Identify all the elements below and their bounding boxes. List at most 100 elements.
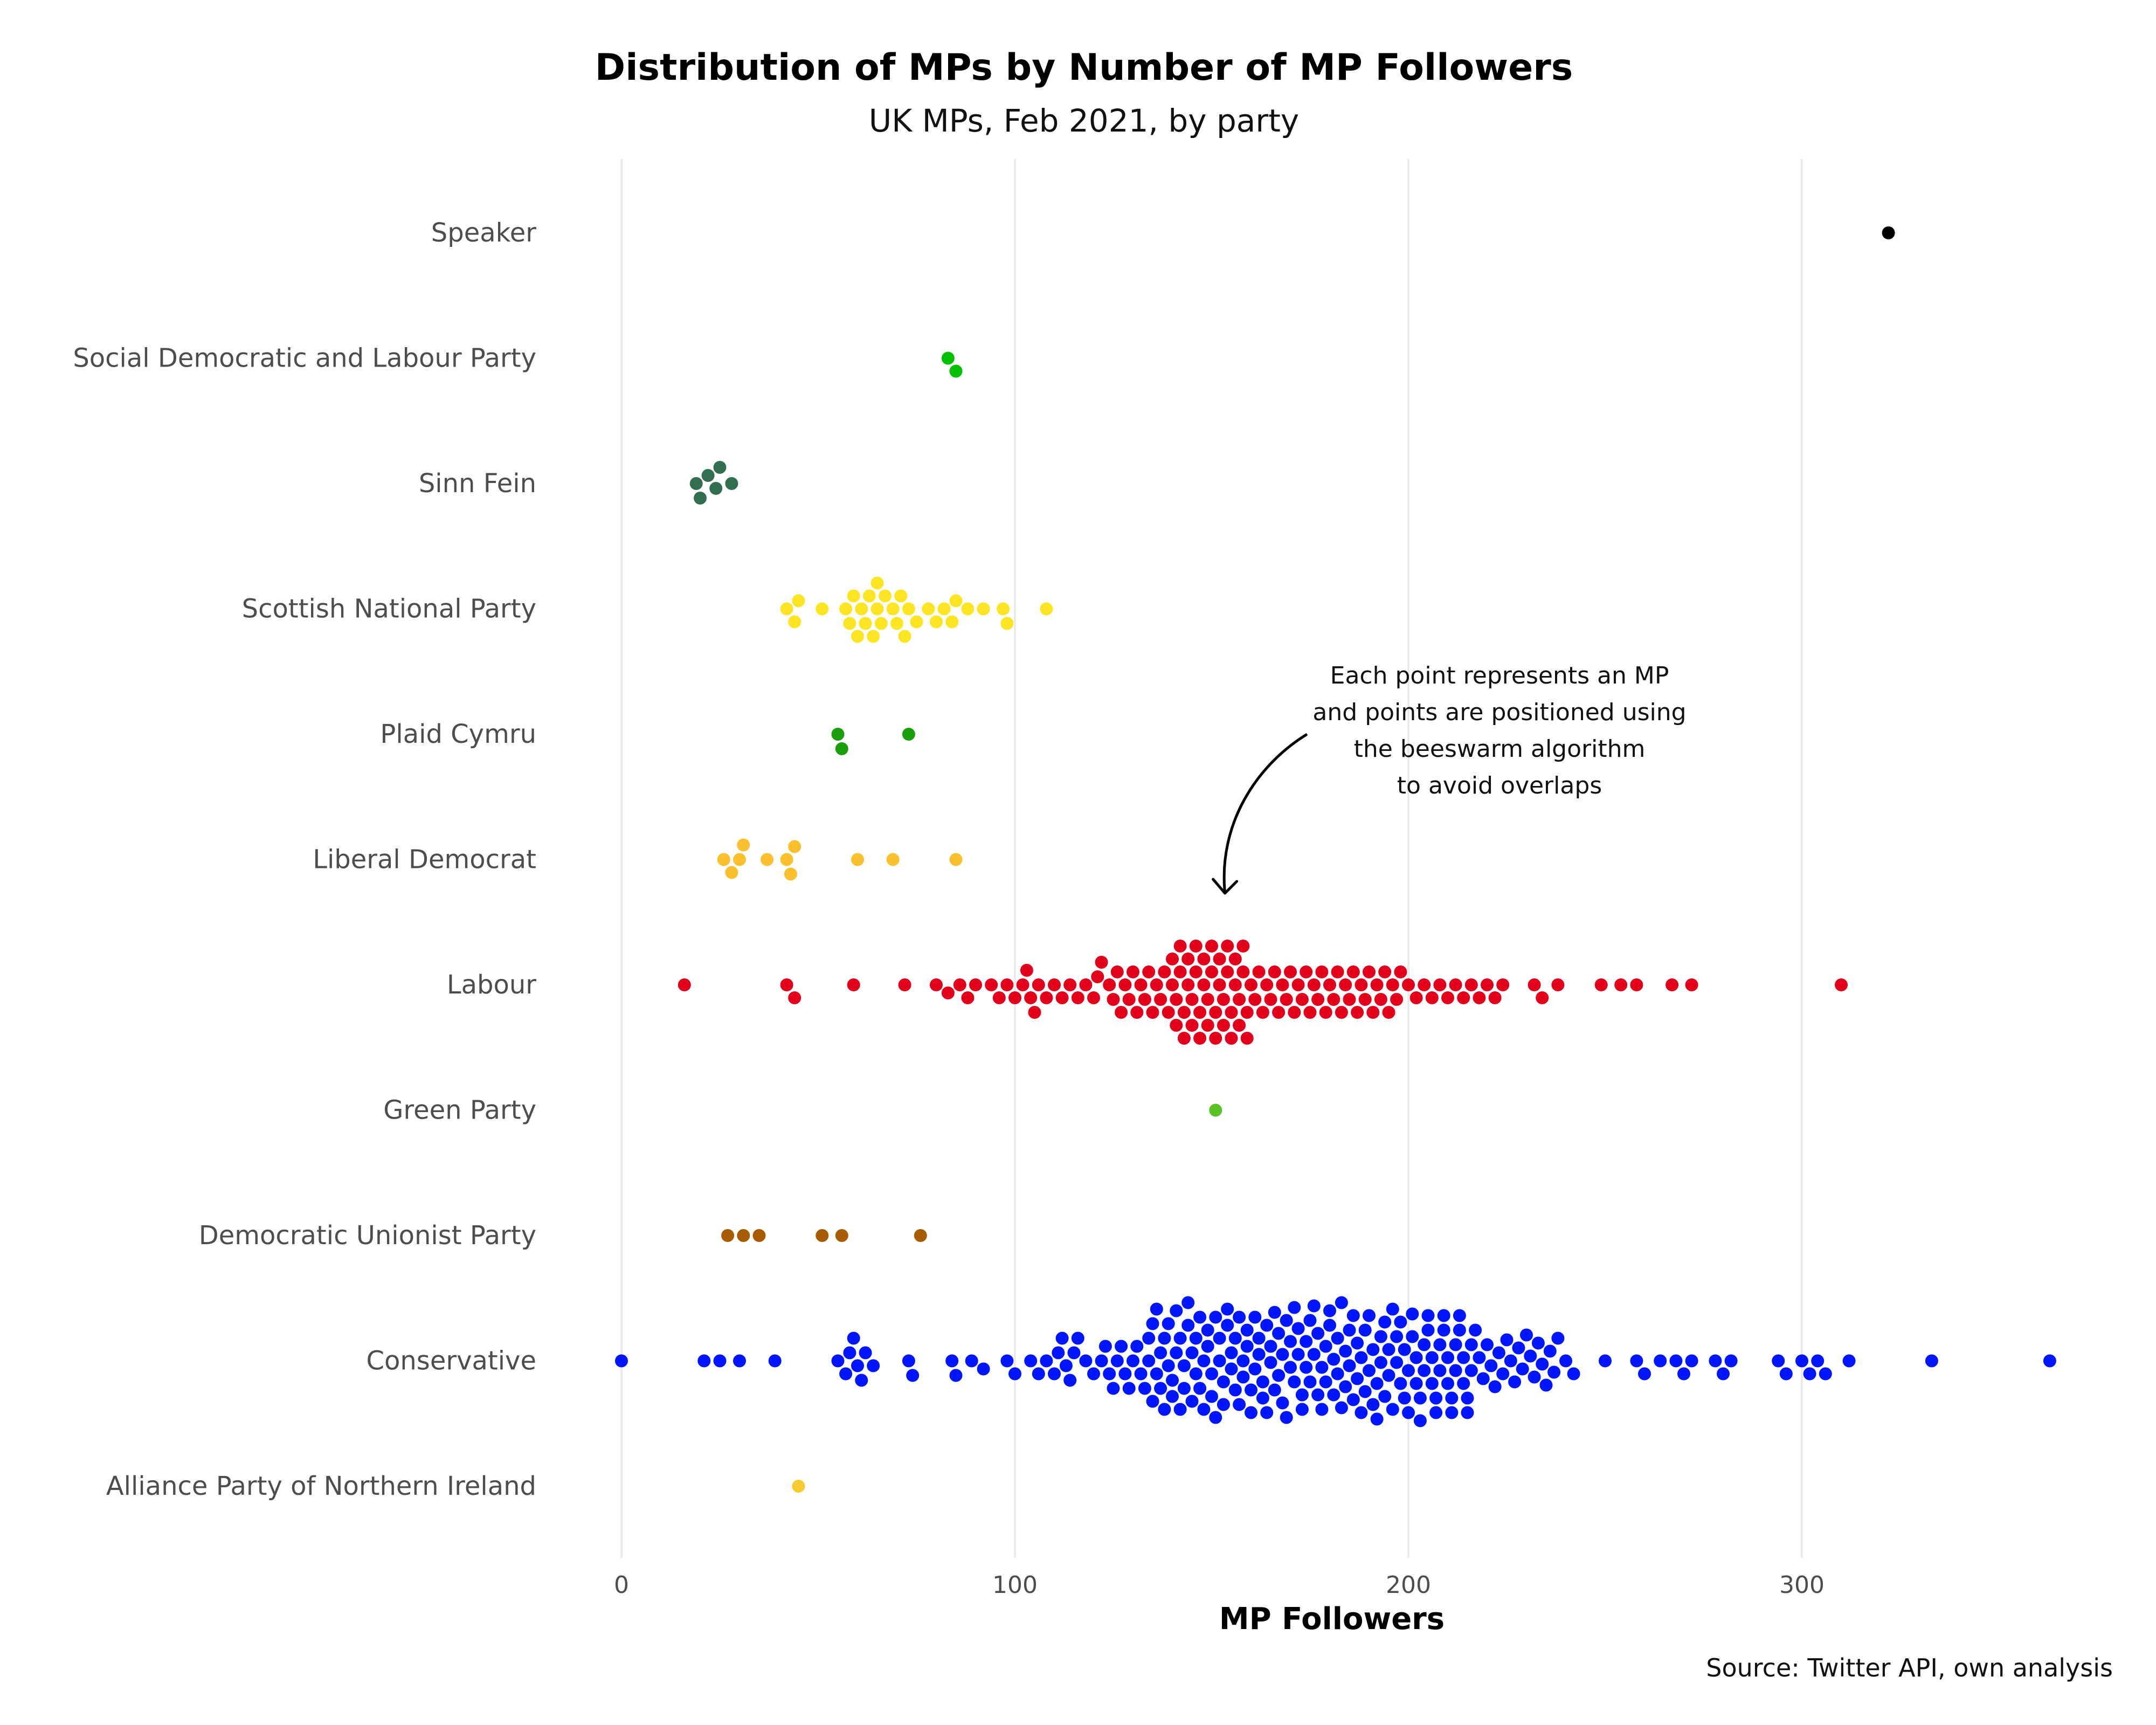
data-point bbox=[1248, 1310, 1262, 1324]
data-point bbox=[1457, 1351, 1470, 1364]
data-point bbox=[1154, 1382, 1167, 1395]
data-point bbox=[1449, 978, 1462, 991]
data-point bbox=[1201, 993, 1214, 1006]
data-point bbox=[1225, 1006, 1238, 1019]
data-point bbox=[1473, 991, 1486, 1004]
data-point bbox=[839, 602, 853, 616]
data-point bbox=[1421, 1323, 1435, 1337]
data-point bbox=[1882, 226, 1895, 239]
data-point bbox=[1217, 1398, 1230, 1411]
data-point bbox=[1449, 1364, 1462, 1377]
category-label: Labour bbox=[447, 970, 536, 1000]
data-point bbox=[1020, 964, 1033, 977]
data-point bbox=[855, 1374, 868, 1387]
data-point bbox=[1193, 1310, 1207, 1324]
data-point bbox=[1170, 993, 1183, 1006]
data-point bbox=[1213, 953, 1226, 965]
data-point bbox=[1008, 1367, 1021, 1381]
data-point bbox=[1280, 1314, 1293, 1327]
data-point bbox=[1323, 1319, 1336, 1332]
data-points bbox=[615, 226, 2056, 1493]
data-point bbox=[1512, 1341, 1525, 1355]
data-point bbox=[949, 364, 963, 378]
data-point bbox=[1130, 1006, 1144, 1019]
category-label: Plaid Cymru bbox=[380, 719, 536, 749]
data-point bbox=[1107, 1382, 1120, 1395]
data-point bbox=[949, 853, 963, 866]
data-point bbox=[1772, 1354, 1785, 1368]
data-point bbox=[1630, 1354, 1643, 1368]
data-point bbox=[1059, 1359, 1073, 1372]
data-point bbox=[1441, 1351, 1454, 1364]
data-point bbox=[1295, 1403, 1309, 1416]
data-point bbox=[1291, 978, 1305, 991]
data-point bbox=[831, 728, 845, 741]
data-point bbox=[1217, 1019, 1230, 1032]
data-point bbox=[1520, 1328, 1533, 1342]
data-point bbox=[890, 617, 903, 630]
data-point bbox=[859, 1346, 872, 1360]
data-point bbox=[1260, 1319, 1274, 1332]
x-tick-200: 200 bbox=[1386, 1571, 1431, 1599]
data-point bbox=[1162, 1317, 1175, 1330]
annotation-line: to avoid overlaps bbox=[1397, 772, 1602, 799]
data-point bbox=[1925, 1354, 1938, 1368]
data-point bbox=[768, 1354, 782, 1368]
data-point bbox=[1028, 1006, 1041, 1019]
data-point bbox=[1291, 1348, 1305, 1361]
data-point bbox=[1366, 1006, 1380, 1019]
data-point bbox=[898, 978, 911, 991]
data-point bbox=[1351, 1336, 1364, 1350]
data-point bbox=[831, 1354, 845, 1368]
data-point bbox=[874, 617, 888, 630]
data-point bbox=[1370, 1412, 1384, 1426]
data-point bbox=[1181, 953, 1195, 965]
data-point bbox=[1351, 1006, 1364, 1019]
data-point bbox=[1209, 1411, 1222, 1424]
data-point bbox=[1390, 993, 1404, 1006]
data-point bbox=[1418, 978, 1431, 991]
data-point bbox=[1594, 978, 1608, 991]
data-point bbox=[1008, 991, 1021, 1004]
data-point bbox=[1221, 1319, 1234, 1332]
data-point bbox=[1425, 1377, 1439, 1390]
data-point bbox=[1150, 1367, 1163, 1381]
data-point bbox=[1110, 965, 1124, 978]
data-point bbox=[1398, 1343, 1411, 1356]
data-point bbox=[1142, 965, 1156, 978]
data-point bbox=[1457, 1377, 1470, 1390]
data-point bbox=[1209, 1032, 1222, 1045]
data-point bbox=[1453, 1309, 1466, 1322]
data-point bbox=[1295, 1388, 1309, 1402]
data-point bbox=[737, 1229, 750, 1242]
data-point bbox=[1382, 1343, 1395, 1356]
data-point bbox=[1386, 978, 1399, 991]
data-point bbox=[1276, 978, 1289, 991]
data-point bbox=[816, 1229, 829, 1242]
data-point bbox=[1225, 1346, 1238, 1360]
data-point bbox=[1315, 965, 1329, 978]
data-point bbox=[1236, 965, 1250, 978]
data-point bbox=[1055, 991, 1069, 1004]
data-point bbox=[1835, 978, 1848, 991]
data-point bbox=[1162, 1359, 1175, 1372]
data-point bbox=[1481, 1338, 1494, 1351]
data-point bbox=[1402, 1406, 1415, 1419]
data-point bbox=[1363, 1309, 1376, 1322]
data-point bbox=[1225, 1362, 1238, 1376]
data-point bbox=[992, 991, 1006, 1004]
data-point bbox=[788, 991, 801, 1004]
data-point bbox=[1358, 1323, 1372, 1337]
data-point bbox=[1158, 1403, 1171, 1416]
data-point bbox=[930, 615, 943, 629]
data-point bbox=[1040, 602, 1053, 616]
data-point bbox=[1551, 1331, 1565, 1345]
data-point bbox=[1402, 1364, 1415, 1377]
data-point bbox=[733, 853, 746, 866]
data-point bbox=[697, 1354, 711, 1368]
data-point bbox=[1098, 1340, 1112, 1353]
data-point bbox=[1311, 1388, 1325, 1402]
data-point bbox=[1724, 1354, 1738, 1368]
data-point bbox=[1464, 1338, 1478, 1351]
data-point bbox=[1185, 993, 1199, 1006]
